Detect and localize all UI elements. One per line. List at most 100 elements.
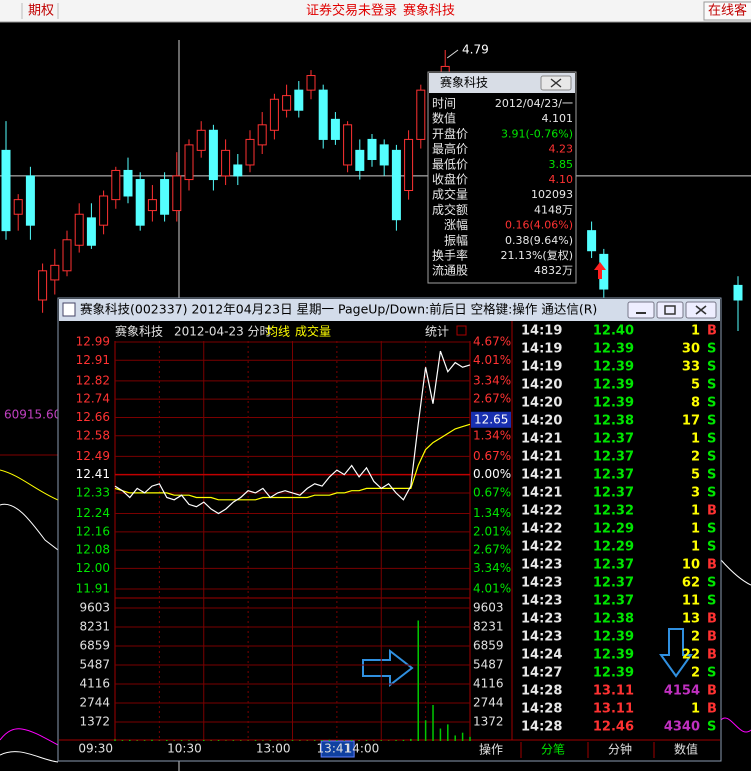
tick-time: 14:22 — [521, 522, 562, 537]
candle-body — [184, 144, 194, 181]
tick-side: S — [707, 594, 716, 609]
candle-body — [416, 89, 426, 140]
tick-side: S — [707, 522, 716, 537]
tick-volume: 11 — [682, 594, 700, 609]
candle-body — [282, 95, 292, 111]
tick-price: 12.39 — [593, 648, 634, 663]
button[interactable] — [703, 1, 751, 21]
window-icon — [62, 302, 76, 317]
candle-body — [257, 124, 267, 146]
candle-body — [367, 138, 377, 160]
tick-time: 14:20 — [521, 378, 562, 393]
tick-time: 14:19 — [521, 324, 562, 339]
candle-body — [294, 89, 304, 111]
time-label: 13:00 — [256, 742, 291, 756]
header-volume[interactable]: 成交量 — [295, 324, 331, 339]
price-tick-label: 12.91 — [76, 353, 110, 367]
candle-body — [1, 149, 11, 232]
candle-body — [404, 138, 414, 192]
volume-tick-label: 6859 — [79, 639, 110, 653]
popup-label: 收盘价 — [432, 172, 468, 187]
candle-body — [269, 98, 279, 131]
tick-side: S — [707, 342, 716, 357]
tick-price: 12.37 — [593, 594, 634, 609]
time-label: 10:30 — [167, 742, 202, 756]
pct-tick-label: 4.67% — [473, 335, 511, 349]
tick-side: B — [707, 684, 717, 699]
average-line — [114, 423, 471, 501]
candle-body — [86, 217, 96, 246]
indicator-curve — [0, 503, 59, 551]
volume-tick-label: 9603 — [79, 601, 110, 615]
price-tick-label: 12.74 — [76, 392, 110, 406]
tick-volume: 2 — [691, 450, 700, 465]
indicator-curve — [720, 559, 751, 586]
tab[interactable]: 分钟 — [608, 742, 632, 757]
tab[interactable]: 操作 — [479, 742, 503, 757]
tick-volume: 4340 — [664, 720, 700, 735]
pct-tick-label: 4.01% — [473, 582, 511, 596]
close-icon[interactable] — [695, 305, 707, 315]
tick-side: S — [707, 414, 716, 429]
tick-volume: 5 — [691, 378, 700, 393]
tick-price: 12.38 — [593, 612, 634, 627]
popup-value: 4.10 — [549, 173, 574, 186]
maximize-icon[interactable] — [664, 305, 676, 315]
tick-time: 14:19 — [521, 342, 562, 357]
tick-time: 14:23 — [521, 612, 562, 627]
volume-tick-label: 8231 — [79, 620, 110, 634]
volume-tick-label: 9603 — [473, 601, 504, 615]
price-tick-label: 11.91 — [76, 582, 110, 596]
popup-titlebar — [429, 73, 575, 93]
tick-price: 12.37 — [593, 432, 634, 447]
header-avg[interactable]: 均线 — [266, 325, 290, 339]
minimize-button[interactable] — [627, 301, 655, 319]
tick-price: 12.37 — [593, 468, 634, 483]
tab[interactable]: 数值 — [674, 742, 698, 757]
tick-price: 12.29 — [593, 522, 634, 537]
close-icon[interactable] — [550, 78, 562, 88]
tab[interactable]: 期权 — [28, 3, 54, 19]
tick-side: B — [707, 558, 717, 573]
top-bar — [0, 0, 751, 22]
tick-side: B — [707, 648, 717, 663]
price-line — [114, 350, 471, 515]
tick-volume: 1 — [691, 432, 700, 447]
popup-value: 4832万 — [534, 264, 573, 277]
candle-body — [62, 239, 72, 272]
maximize-button[interactable] — [656, 301, 684, 319]
volume-tick-label: 5487 — [79, 658, 110, 672]
popup-value: 4.23 — [549, 143, 574, 156]
tick-time: 14:22 — [521, 540, 562, 555]
price-tick-label: 12.66 — [76, 410, 110, 424]
tick-price: 12.37 — [593, 450, 634, 465]
button-label[interactable]: 在线客 — [708, 3, 747, 19]
price-tick-label: 12.08 — [76, 543, 110, 557]
tab[interactable]: 分笔 — [541, 742, 565, 757]
tick-price: 12.39 — [593, 666, 634, 681]
tick-side: S — [707, 450, 716, 465]
candle-body — [123, 169, 133, 197]
popup-value: 3.85 — [549, 158, 574, 171]
tick-side: B — [707, 702, 717, 717]
header-stats[interactable]: 统计 — [425, 325, 449, 339]
popup-label: 振幅 — [444, 232, 468, 247]
price-tick-label: 12.99 — [76, 335, 110, 349]
candle-body — [343, 124, 353, 166]
tick-volume: 1 — [691, 540, 700, 555]
candle-body — [50, 264, 60, 281]
price-tick-label: 12.58 — [76, 428, 110, 442]
tick-time: 14:21 — [521, 486, 562, 501]
candle-body — [233, 164, 243, 177]
tick-volume: 30 — [682, 342, 700, 357]
tick-time: 14:24 — [521, 648, 562, 663]
pct-tick-label: 3.34% — [473, 561, 511, 575]
tick-time: 14:27 — [521, 666, 562, 681]
tick-volume: 33 — [682, 360, 700, 375]
tick-price: 12.37 — [593, 576, 634, 591]
stats-icon[interactable] — [456, 325, 467, 336]
tick-side: S — [707, 360, 716, 375]
tick-volume: 13 — [682, 612, 700, 627]
indicator-curve — [0, 728, 59, 746]
pct-tick-label: 2.01% — [473, 524, 511, 538]
